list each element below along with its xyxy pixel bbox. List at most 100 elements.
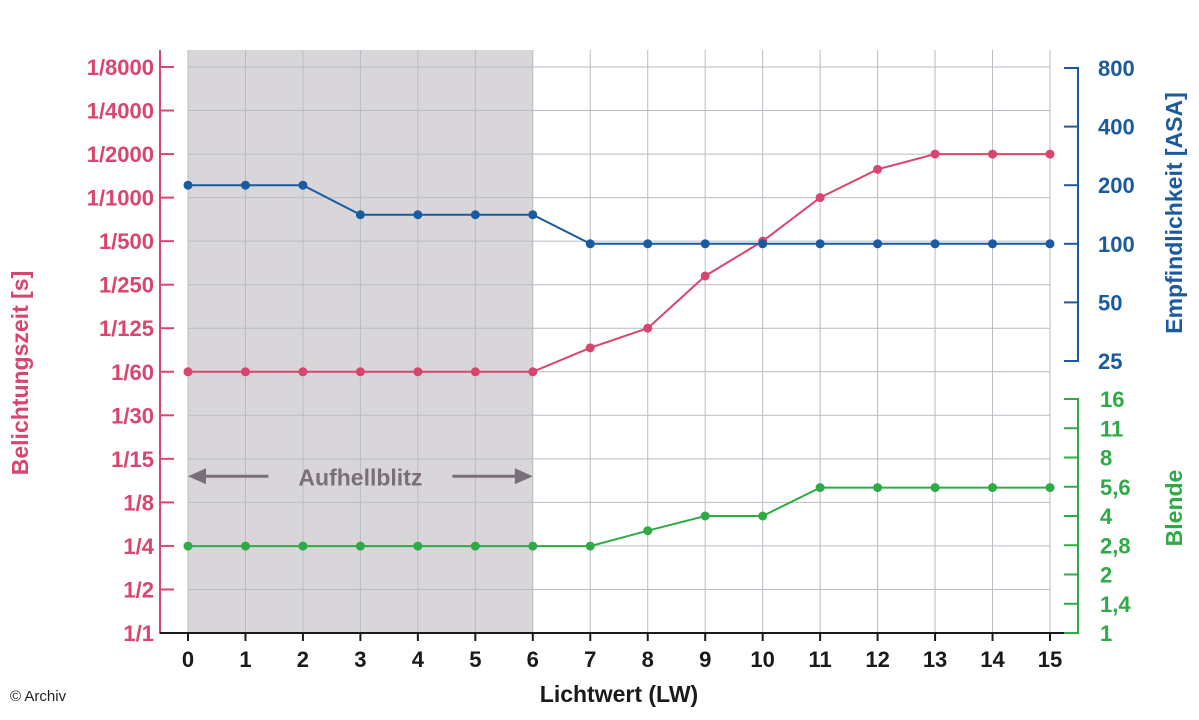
data-point-aperture [758,511,768,521]
y-axis-left-tick-label: 1/1 [123,621,154,646]
data-point-shutter [240,367,250,377]
y-axis-aperture-tick-label: 5,6 [1100,475,1131,500]
x-axis-tick-label: 4 [412,647,425,672]
data-point-aperture [1045,483,1055,493]
data-point-iso [643,239,653,249]
data-point-shutter [873,164,883,174]
data-point-shutter [413,367,423,377]
data-point-iso [298,180,308,190]
data-point-aperture [815,483,825,493]
y-axis-left-tick-label: 1/250 [99,273,154,298]
x-axis-tick-label: 2 [297,647,309,672]
data-point-iso [183,180,193,190]
y-axis-aperture-tick-label: 16 [1100,387,1124,412]
y-axis-iso-tick-label: 800 [1098,56,1135,81]
data-point-iso [1045,239,1055,249]
data-point-aperture [528,541,538,551]
y-axis-iso-tick-label: 100 [1098,232,1135,257]
y-axis-iso-label: Empfindlichkeit [ASA] [1161,92,1187,334]
data-point-iso [413,210,423,220]
data-point-shutter [355,367,365,377]
x-axis-tick-label: 11 [809,647,832,672]
data-point-aperture [585,541,595,551]
data-point-iso [873,239,883,249]
data-point-aperture [183,541,193,551]
y-axis-aperture-tick-label: 2 [1100,563,1112,588]
data-point-aperture [988,483,998,493]
data-point-iso [930,239,940,249]
y-axis-left-tick-label: 1/60 [111,360,154,385]
y-axis-left-tick-label: 1/500 [99,229,154,254]
x-axis-tick-label: 12 [865,647,889,672]
y-axis-left-label: Belichtungszeit [s] [7,271,33,475]
y-axis-left-tick-label: 1/30 [111,403,154,428]
data-point-shutter [815,193,825,203]
y-axis-aperture-tick-label: 4 [1100,504,1113,529]
x-axis-tick-label: 13 [923,647,947,672]
data-point-iso [758,239,768,249]
x-axis-tick-label: 15 [1038,647,1062,672]
x-axis-tick-label: 5 [469,647,481,672]
data-point-aperture [355,541,365,551]
data-point-shutter [470,367,480,377]
series-layer [183,149,1055,551]
y-axis-aperture-label: Blende [1161,470,1187,547]
x-axis-tick-label: 0 [182,647,194,672]
y-axis-iso-tick-label: 200 [1098,173,1135,198]
y-axis-left-tick-label: 1/15 [111,447,154,472]
data-point-shutter [585,343,595,353]
y-axis-left-tick-label: 1/1000 [87,186,154,211]
y-axis-iso-tick-label: 25 [1098,349,1122,374]
data-point-iso [585,239,595,249]
data-point-shutter [930,149,940,159]
y-axis-aperture-tick-label: 8 [1100,446,1112,471]
x-axis-tick-label: 8 [642,647,654,672]
y-axis-aperture-tick-label: 1 [1100,621,1112,646]
series-line-iso [188,184,1050,245]
series-line-shutter [188,153,1050,373]
data-point-shutter [1045,149,1055,159]
data-point-aperture [873,483,883,493]
annotation: Aufhellblitz [188,464,533,490]
annotation-arrowhead-left [188,468,206,485]
data-point-aperture [643,526,653,536]
data-point-shutter [298,367,308,377]
axes: 1/1 1/2 1/4 1/8 1/15 1/30 1/60 1/125 1/250 1/500 1… [87,50,1135,672]
data-point-iso [700,239,710,249]
x-axis-label: Lichtwert (LW) [540,681,698,707]
data-point-iso [240,180,250,190]
data-point-iso [815,239,825,249]
data-point-iso [528,210,538,220]
data-point-shutter [700,271,710,281]
data-point-iso [988,239,998,249]
copyright-credit: © Archiv [10,688,67,705]
y-axis-iso-tick-label: 50 [1098,290,1122,315]
data-point-aperture [470,541,480,551]
y-axis-left-tick-label: 1/2 [123,577,154,602]
x-axis-tick-label: 14 [980,647,1005,672]
x-axis-tick-label: 10 [750,647,774,672]
y-axis-left-tick-label: 1/125 [99,316,154,341]
y-axis-iso-tick-label: 400 [1098,115,1135,140]
data-point-shutter [643,323,653,333]
annotation-arrowhead-right [514,468,533,485]
data-point-iso [470,210,480,220]
data-point-aperture [930,483,940,493]
y-axis-left-tick-label: 1/4 [123,534,154,559]
y-axis-left-tick-label: 1/4000 [87,99,154,124]
data-point-aperture [240,541,250,551]
data-point-aperture [700,511,710,521]
data-point-iso [355,210,365,220]
series-line-aperture [188,486,1050,548]
y-axis-left-tick-label: 1/8 [123,490,154,515]
data-point-shutter [528,367,538,377]
data-point-shutter [183,367,193,377]
x-axis-tick-label: 7 [584,647,596,672]
grid [187,50,1051,634]
data-point-aperture [298,541,308,551]
annotation-label: Aufhellblitz [298,464,422,490]
x-axis-tick-label: 6 [527,647,539,672]
data-point-aperture [413,541,423,551]
x-axis-tick-label: 1 [239,647,251,672]
